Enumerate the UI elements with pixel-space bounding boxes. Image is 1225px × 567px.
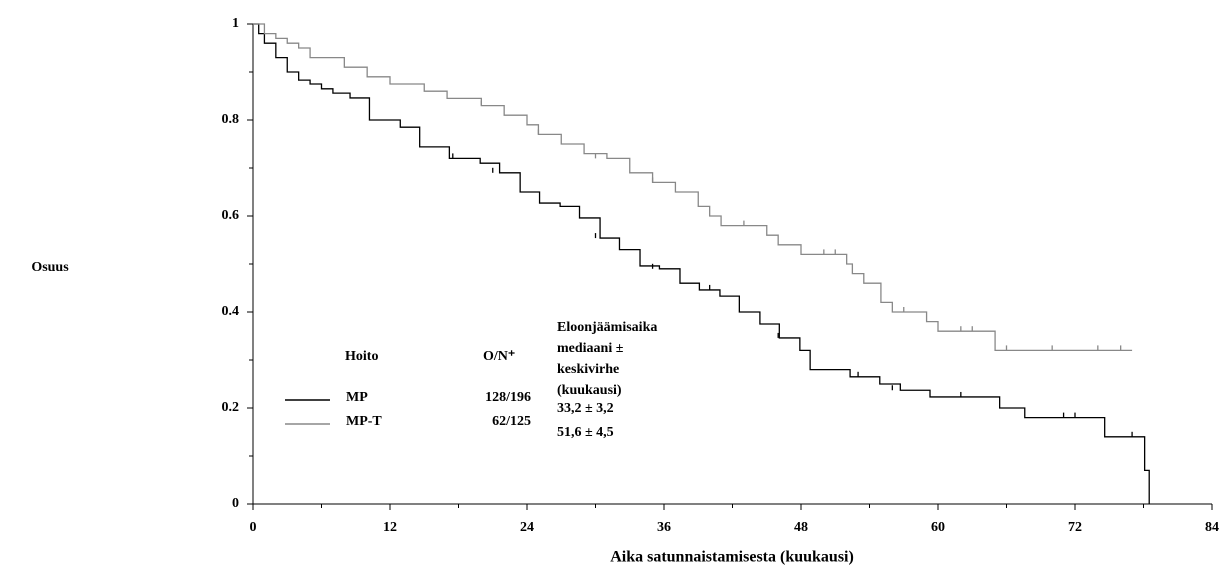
legend-label: MP-T: [346, 414, 382, 429]
legend-count: 62/125: [492, 414, 531, 429]
y-tick-label: 0.2: [222, 400, 240, 415]
legend-header: O/N⁺: [483, 349, 515, 364]
y-tick-label: 0.8: [222, 112, 240, 127]
x-tick-label: 48: [794, 520, 808, 535]
x-tick-label: 12: [383, 520, 397, 535]
survival-curve: [253, 23, 1150, 504]
x-tick-label: 60: [931, 520, 945, 535]
x-axis-label: Aika satunnaistamisesta (kuukausi): [610, 549, 854, 566]
y-tick-label: 0.6: [222, 208, 240, 223]
legend-header: mediaani ±: [557, 341, 624, 356]
x-tick-label: 84: [1205, 520, 1219, 535]
legend-header: keskivirhe: [557, 362, 619, 377]
y-tick-label: 0: [232, 496, 239, 511]
x-tick-label: 24: [520, 520, 534, 535]
y-tick-label: 1: [232, 16, 239, 31]
legend-header: Eloonjäämisaika: [557, 320, 657, 335]
y-axis-label: Osuus: [31, 260, 69, 275]
legend-count: 128/196: [485, 390, 531, 405]
legend-label: MP: [346, 390, 368, 405]
x-tick-label: 36: [657, 520, 671, 535]
legend-header: (kuukausi): [557, 383, 622, 398]
y-tick-label: 0.4: [222, 304, 240, 319]
survival-curve: [253, 23, 1133, 352]
x-tick-label: 0: [250, 520, 257, 535]
x-tick-label: 72: [1068, 520, 1082, 535]
legend-median: 51,6 ± 4,5: [557, 425, 614, 440]
legend-median: 33,2 ± 3,2: [557, 401, 614, 416]
legend-header: Hoito: [345, 349, 378, 364]
